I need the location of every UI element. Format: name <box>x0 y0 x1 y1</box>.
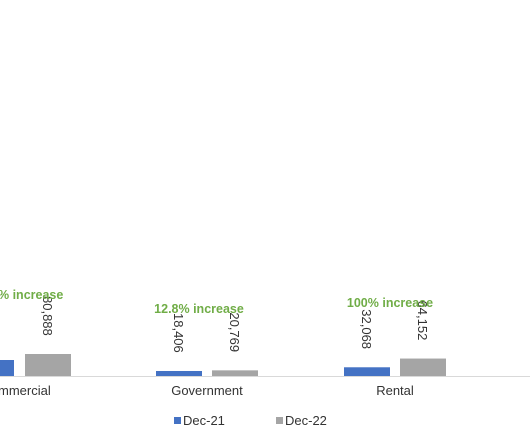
category-label-government: Government <box>171 383 243 398</box>
legend-label-dec-21: Dec-21 <box>183 413 225 428</box>
value-labels-group: 18,406 32,068 80,888 20,769 64,152 <box>40 296 430 353</box>
bar-commercial-dec-22 <box>25 354 71 376</box>
value-label-rental-dec-21: 32,068 <box>359 309 374 349</box>
bar-rental-dec-21 <box>344 367 390 376</box>
value-label-commercial-dec-22: 80,888 <box>40 296 55 336</box>
value-label-rental-dec-22: 64,152 <box>415 301 430 341</box>
legend-swatch-dec-22 <box>276 417 283 424</box>
legend: Dec-21 Dec-22 <box>174 413 327 428</box>
legend-label-dec-22: Dec-22 <box>285 413 327 428</box>
bar-rental-dec-22 <box>400 358 446 376</box>
category-label-commercial: mmercial <box>0 383 51 398</box>
category-label-rental: Rental <box>376 383 414 398</box>
legend-item-dec-22: Dec-22 <box>276 413 327 428</box>
category-labels-group: mmercial Government Rental <box>0 383 414 398</box>
legend-swatch-dec-21 <box>174 417 181 424</box>
bar-government-dec-21 <box>156 370 202 376</box>
annotation-commercial: % increase <box>0 288 63 302</box>
bar-government-dec-22 <box>212 370 258 376</box>
value-label-government-dec-21: 18,406 <box>171 313 186 353</box>
annotation-government: 12.8% increase <box>154 302 244 316</box>
bars-group <box>0 354 446 376</box>
value-label-government-dec-22: 20,769 <box>227 312 242 352</box>
annotations-group: % increase 12.8% increase 100% increase <box>0 288 433 316</box>
bar-commercial-dec-21 <box>0 360 14 376</box>
legend-item-dec-21: Dec-21 <box>174 413 225 428</box>
annotation-rental: 100% increase <box>347 296 433 310</box>
